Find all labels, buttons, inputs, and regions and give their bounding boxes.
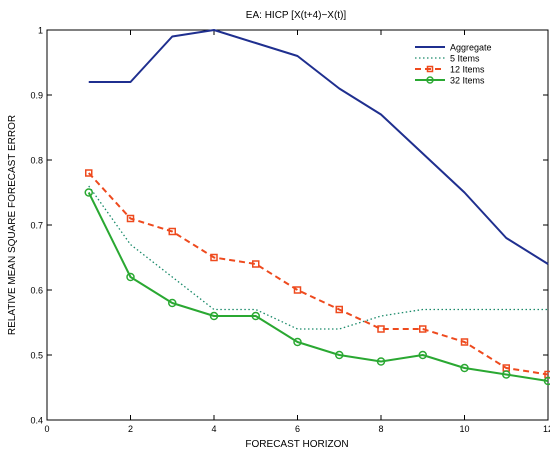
chart-title: EA: HICP [X(t+4)−X(t)]	[246, 10, 347, 21]
x-tick-label: 10	[459, 424, 469, 434]
series-32-items	[84, 188, 550, 386]
x-tick-label: 12	[543, 424, 550, 434]
data-point-12-items	[252, 260, 260, 268]
x-tick-label: 8	[378, 424, 383, 434]
data-point-32-items	[84, 188, 93, 197]
x-axis-label: FORECAST HORIZON	[245, 439, 348, 450]
data-point-12-items	[293, 286, 302, 294]
y-axis-label: RELATIVE MEAN SQUARE FORECAST ERROR	[7, 115, 18, 335]
data-point-12-items	[85, 169, 93, 177]
data-point-32-items	[543, 376, 550, 386]
legend-marker-12-items	[426, 65, 434, 73]
y-tick-label: 1	[38, 26, 43, 36]
data-point-12-items	[126, 214, 135, 223]
legend-label-5-items: 5 Items	[450, 54, 480, 64]
x-tick-label: 4	[211, 424, 216, 434]
x-tick-label: 0	[44, 424, 49, 434]
data-point-32-items	[335, 350, 344, 360]
data-point-32-items	[209, 311, 219, 321]
legend-label-32-items: 32 Items	[450, 76, 485, 86]
data-point-32-items	[293, 337, 302, 347]
data-point-12-items	[210, 253, 218, 262]
data-point-12-items	[377, 325, 385, 333]
data-point-32-items	[502, 370, 511, 379]
y-tick-label: 0.6	[30, 286, 43, 296]
data-point-12-items	[168, 227, 176, 236]
y-tick-label: 0.9	[30, 91, 43, 101]
x-axis: 0 2 4 6 8 10 12	[44, 30, 550, 434]
y-tick-label: 0.4	[30, 416, 43, 426]
data-point-32-items	[418, 350, 427, 360]
plot-series	[84, 29, 550, 386]
y-tick-label: 0.7	[30, 221, 43, 231]
x-tick-label: 2	[128, 424, 133, 434]
data-point-12-items	[335, 305, 343, 314]
data-point-32-items	[376, 357, 386, 366]
plot-area-frame	[46, 29, 549, 421]
y-tick-label: 0.5	[30, 351, 43, 361]
series-line-32-items	[87, 192, 549, 382]
data-point-32-items	[460, 363, 469, 373]
data-point-12-items	[419, 325, 427, 333]
y-axis: 0.4 0.5 0.6 0.7 0.8 0.9 1	[30, 26, 548, 426]
series-line-aggregate	[88, 29, 549, 265]
legend-marker-32-items	[426, 76, 434, 84]
series-line-12-items	[88, 172, 549, 376]
x-tick-label: 6	[295, 424, 300, 434]
legend-label-aggregate: Aggregate	[450, 43, 492, 53]
data-point-32-items	[126, 272, 135, 282]
legend-label-12-items: 12 Items	[450, 65, 485, 75]
data-point-32-items	[168, 298, 177, 308]
data-point-12-items	[460, 338, 469, 346]
y-tick-label: 0.8	[30, 156, 43, 166]
data-point-32-items	[251, 311, 260, 321]
series-aggregate	[88, 29, 549, 265]
